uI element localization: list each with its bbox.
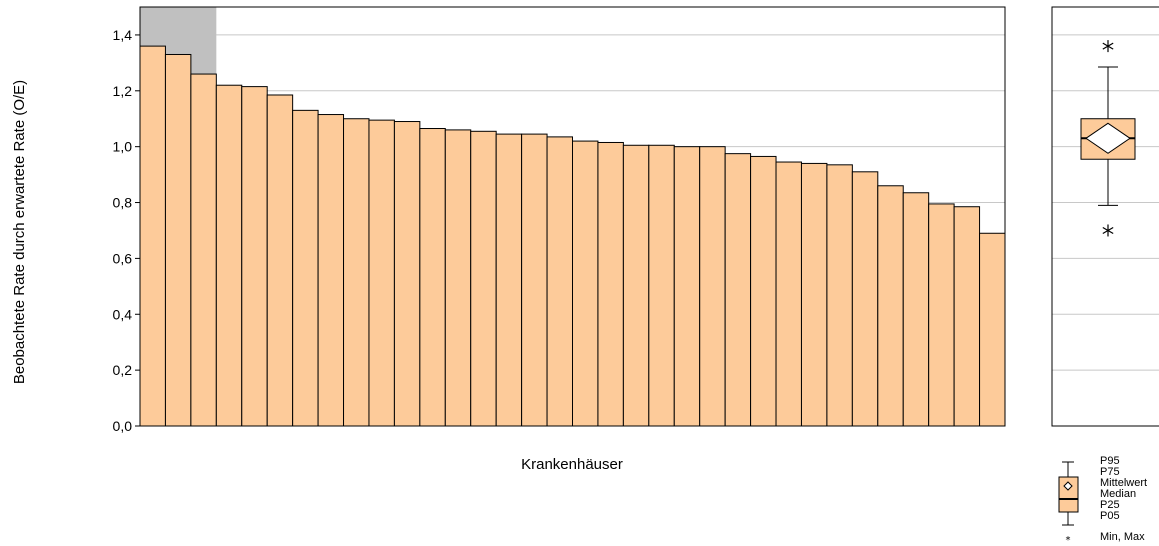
bar (826, 164, 853, 427)
mean-diamond (1085, 122, 1131, 154)
bar (292, 109, 319, 427)
max-asterisk-icon (1102, 40, 1114, 53)
bar (419, 128, 446, 427)
y-tick-label: 0,8 (113, 195, 133, 211)
bar (521, 133, 548, 427)
bar (139, 45, 166, 427)
bar (317, 114, 345, 427)
y-ticks: 0,0 0,2 0,4 0,6 0,8 1,0 1,2 1,4 (113, 27, 140, 434)
bar (775, 161, 802, 427)
bar (851, 171, 879, 427)
y-tick-label: 1,4 (113, 27, 133, 43)
bar (622, 144, 650, 427)
bar (444, 129, 472, 427)
bar (164, 53, 192, 427)
bar (470, 130, 497, 427)
min-asterisk-icon (1102, 224, 1114, 237)
x-axis-title: Krankenhäuser (521, 456, 623, 473)
box-grid (1052, 34, 1159, 371)
box-panel-frame (1051, 6, 1159, 427)
legend-label-p05: P05 (1100, 510, 1120, 522)
bar (953, 206, 981, 427)
legend-label-mittelwert: Mittelwert (1100, 477, 1147, 489)
bar (215, 84, 243, 427)
y-tick-label: 1,2 (113, 83, 133, 99)
legend-label-median: Median (1100, 488, 1136, 500)
legend-asterisk-icon: * (1066, 535, 1071, 546)
bar (266, 94, 294, 427)
bar (979, 232, 1006, 427)
bar (699, 146, 726, 427)
bar (572, 140, 599, 427)
bars (139, 45, 1006, 427)
bar (241, 86, 268, 427)
bar (495, 133, 523, 427)
legend-label-minmax: Min, Max (1100, 531, 1145, 543)
bar (928, 203, 955, 427)
bar (648, 144, 675, 427)
legend-label-p75: P75 (1100, 466, 1120, 478)
legend-label-p25: P25 (1100, 499, 1120, 511)
bar (597, 141, 624, 427)
y-tick-label: 0,6 (113, 250, 133, 266)
bar (877, 185, 904, 427)
bar (724, 153, 752, 427)
bar (343, 118, 370, 427)
legend-mean-diamond (1063, 481, 1073, 491)
y-tick-label: 0,4 (113, 306, 133, 322)
bar (902, 192, 930, 427)
bar (546, 136, 574, 427)
y-axis-title: Beobachtete Rate durch erwartete Rate (O… (11, 80, 28, 384)
plot-frame (139, 6, 1006, 427)
bar (800, 162, 828, 427)
bar (190, 73, 217, 427)
bar-chart: 0,0 0,2 0,4 0,6 0,8 1,0 1,2 1,4 Krankenhäuser (113, 6, 1006, 473)
boxplot-panel (1051, 6, 1159, 427)
boxplot (1080, 40, 1136, 237)
bar (368, 119, 395, 427)
bar (750, 155, 777, 427)
bar (393, 121, 421, 427)
legend: * P95 P75 Mittelwert Median P25 P05 Min,… (1058, 455, 1147, 546)
legend-label-p95: P95 (1100, 455, 1120, 467)
y-tick-label: 0,2 (113, 362, 133, 378)
y-tick-label: 0,0 (113, 418, 133, 434)
bar (673, 146, 701, 427)
y-tick-label: 1,0 (113, 139, 133, 155)
